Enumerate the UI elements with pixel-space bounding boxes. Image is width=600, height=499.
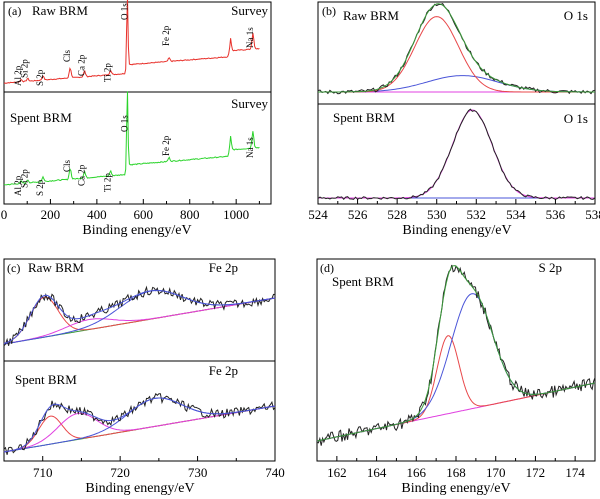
panel-a-top-name: Raw BRM <box>32 3 88 18</box>
fe2p-raw-component-2 <box>3 297 276 345</box>
peak-label: Al 2p <box>13 175 23 196</box>
panel-b: (b) Raw BRM O 1s Spent BRM O 1s 524 526 52… <box>308 1 600 238</box>
x-tick-label: 1000 <box>223 207 249 222</box>
panel-a: (a) Raw BRM Survey Spent BRM Survey Al 2… <box>1 0 272 238</box>
panel-d-name: Spent BRM <box>332 274 394 289</box>
x-tick-label: 600 <box>134 207 154 222</box>
x-tick-label: 400 <box>87 207 107 222</box>
panel-b-xlabel: Binding enengy/eV <box>402 223 511 238</box>
panel-c-x-ticks: 710 720 730 740 <box>33 456 285 480</box>
peak-label: Fe 2p <box>161 25 171 46</box>
peak-label: Na 1s <box>245 137 255 158</box>
panel-c-bottom-name: Spent BRM <box>15 372 77 387</box>
s2p-data <box>316 264 596 446</box>
panel-d-x-ticks: 162 164 166 168 170 172 174 <box>327 456 585 480</box>
peak-label: O 1s <box>119 3 129 20</box>
x-tick-label: 170 <box>486 465 506 480</box>
peak-label: S 2p <box>35 69 45 86</box>
o1s-raw-component-2 <box>318 75 595 93</box>
panel-c-frame <box>3 258 276 462</box>
peak-label: Na 1s <box>245 27 255 48</box>
o1s-spent-data <box>317 108 596 200</box>
peak-label: Ti 2p <box>103 63 113 82</box>
panel-b-top-title: O 1s <box>564 8 588 23</box>
peak-label: Ca 2p <box>77 54 87 76</box>
panel-b-tag: (b) <box>322 4 336 18</box>
x-tick-label: 172 <box>526 465 546 480</box>
panel-a-top-title: Survey <box>231 3 268 18</box>
x-tick-label: 538 <box>585 207 600 222</box>
fe2p-spent-envelope <box>3 397 276 453</box>
panel-a-tag: (a) <box>8 4 21 18</box>
peak-label: Fe 2p <box>161 135 171 156</box>
panel-d-curves <box>316 264 596 446</box>
panel-d-xlabel: Binding enengy/eV <box>401 481 510 496</box>
panel-c: (c) Raw BRM Fe 2p Spent BRM Fe 2p 710 720… <box>3 258 285 496</box>
panel-a-xlabel: Binding enengy/eV <box>82 223 191 238</box>
peak-label: Cls <box>62 159 72 172</box>
x-tick-label: 710 <box>33 465 53 480</box>
x-tick-label: 0 <box>1 207 8 222</box>
panel-d-tag: (d) <box>320 261 334 275</box>
x-tick-label: 528 <box>387 207 407 222</box>
x-tick-label: 162 <box>327 465 347 480</box>
panel-b-x-ticks: 524 526 528 530 532 534 536 538 <box>308 199 600 222</box>
x-tick-label: 174 <box>565 465 585 480</box>
panel-a-x-ticks: 0 200 400 600 800 1000 <box>1 199 260 222</box>
o1s-raw-envelope <box>318 3 595 93</box>
panel-b-top-name: Raw BRM <box>343 8 399 23</box>
panel-c-top-title: Fe 2p <box>209 260 238 275</box>
fe2p-spent-component-3 <box>3 397 276 453</box>
survey-raw-line <box>3 0 260 84</box>
s2p-envelope <box>316 265 596 442</box>
panel-a-bottom-title: Survey <box>231 96 268 111</box>
panel-c-curves <box>3 285 276 455</box>
x-tick-label: 530 <box>427 207 447 222</box>
x-tick-label: 168 <box>446 465 466 480</box>
panel-b-curves <box>317 2 596 200</box>
s2p-component-1 <box>316 335 596 442</box>
x-tick-label: 166 <box>407 465 427 480</box>
panel-a-frame <box>3 1 272 205</box>
peak-label: O 1s <box>119 115 129 132</box>
peak-label: Si 2p <box>20 169 30 188</box>
s2p-component-2 <box>316 293 596 442</box>
peak-label: Ti 2p <box>103 173 113 192</box>
x-tick-label: 200 <box>41 207 61 222</box>
fe2p-raw-data <box>3 285 276 347</box>
fe2p-spent-data <box>3 392 276 455</box>
panel-c-bottom-title: Fe 2p <box>209 363 238 378</box>
fe2p-spent-component-2 <box>3 405 276 453</box>
fe2p-raw-envelope <box>3 289 276 344</box>
peak-label: S 2p <box>35 179 45 196</box>
peak-label: Al 2p <box>13 65 23 86</box>
peak-label: Ca 2p <box>77 164 87 186</box>
peak-label: Si 2p <box>20 59 30 78</box>
panel-d-title: S 2p <box>539 260 562 275</box>
x-tick-label: 526 <box>348 207 368 222</box>
peak-label: Cls <box>62 49 72 62</box>
x-tick-label: 534 <box>506 207 526 222</box>
panel-b-frame <box>317 1 596 205</box>
x-tick-label: 720 <box>110 465 130 480</box>
x-tick-label: 532 <box>467 207 487 222</box>
panel-b-bottom-title: O 1s <box>564 111 588 126</box>
panel-b-bottom-name: Spent BRM <box>333 110 395 125</box>
panel-d-frame <box>316 258 596 462</box>
panel-d: (d) Spent BRM S 2p 162 164 166 168 170 172 174… <box>316 258 596 496</box>
x-tick-label: 800 <box>180 207 200 222</box>
x-tick-label: 536 <box>546 207 566 222</box>
x-tick-label: 740 <box>265 465 285 480</box>
survey-spent-line <box>3 91 260 186</box>
panel-c-top-name: Raw BRM <box>28 260 84 275</box>
x-tick-label: 524 <box>308 207 328 222</box>
x-tick-label: 730 <box>188 465 208 480</box>
panel-c-xlabel: Binding enengy/eV <box>85 481 194 496</box>
panel-a-bottom-name: Spent BRM <box>10 110 72 125</box>
panel-c-tag: (c) <box>7 261 20 275</box>
x-tick-label: 164 <box>367 465 387 480</box>
